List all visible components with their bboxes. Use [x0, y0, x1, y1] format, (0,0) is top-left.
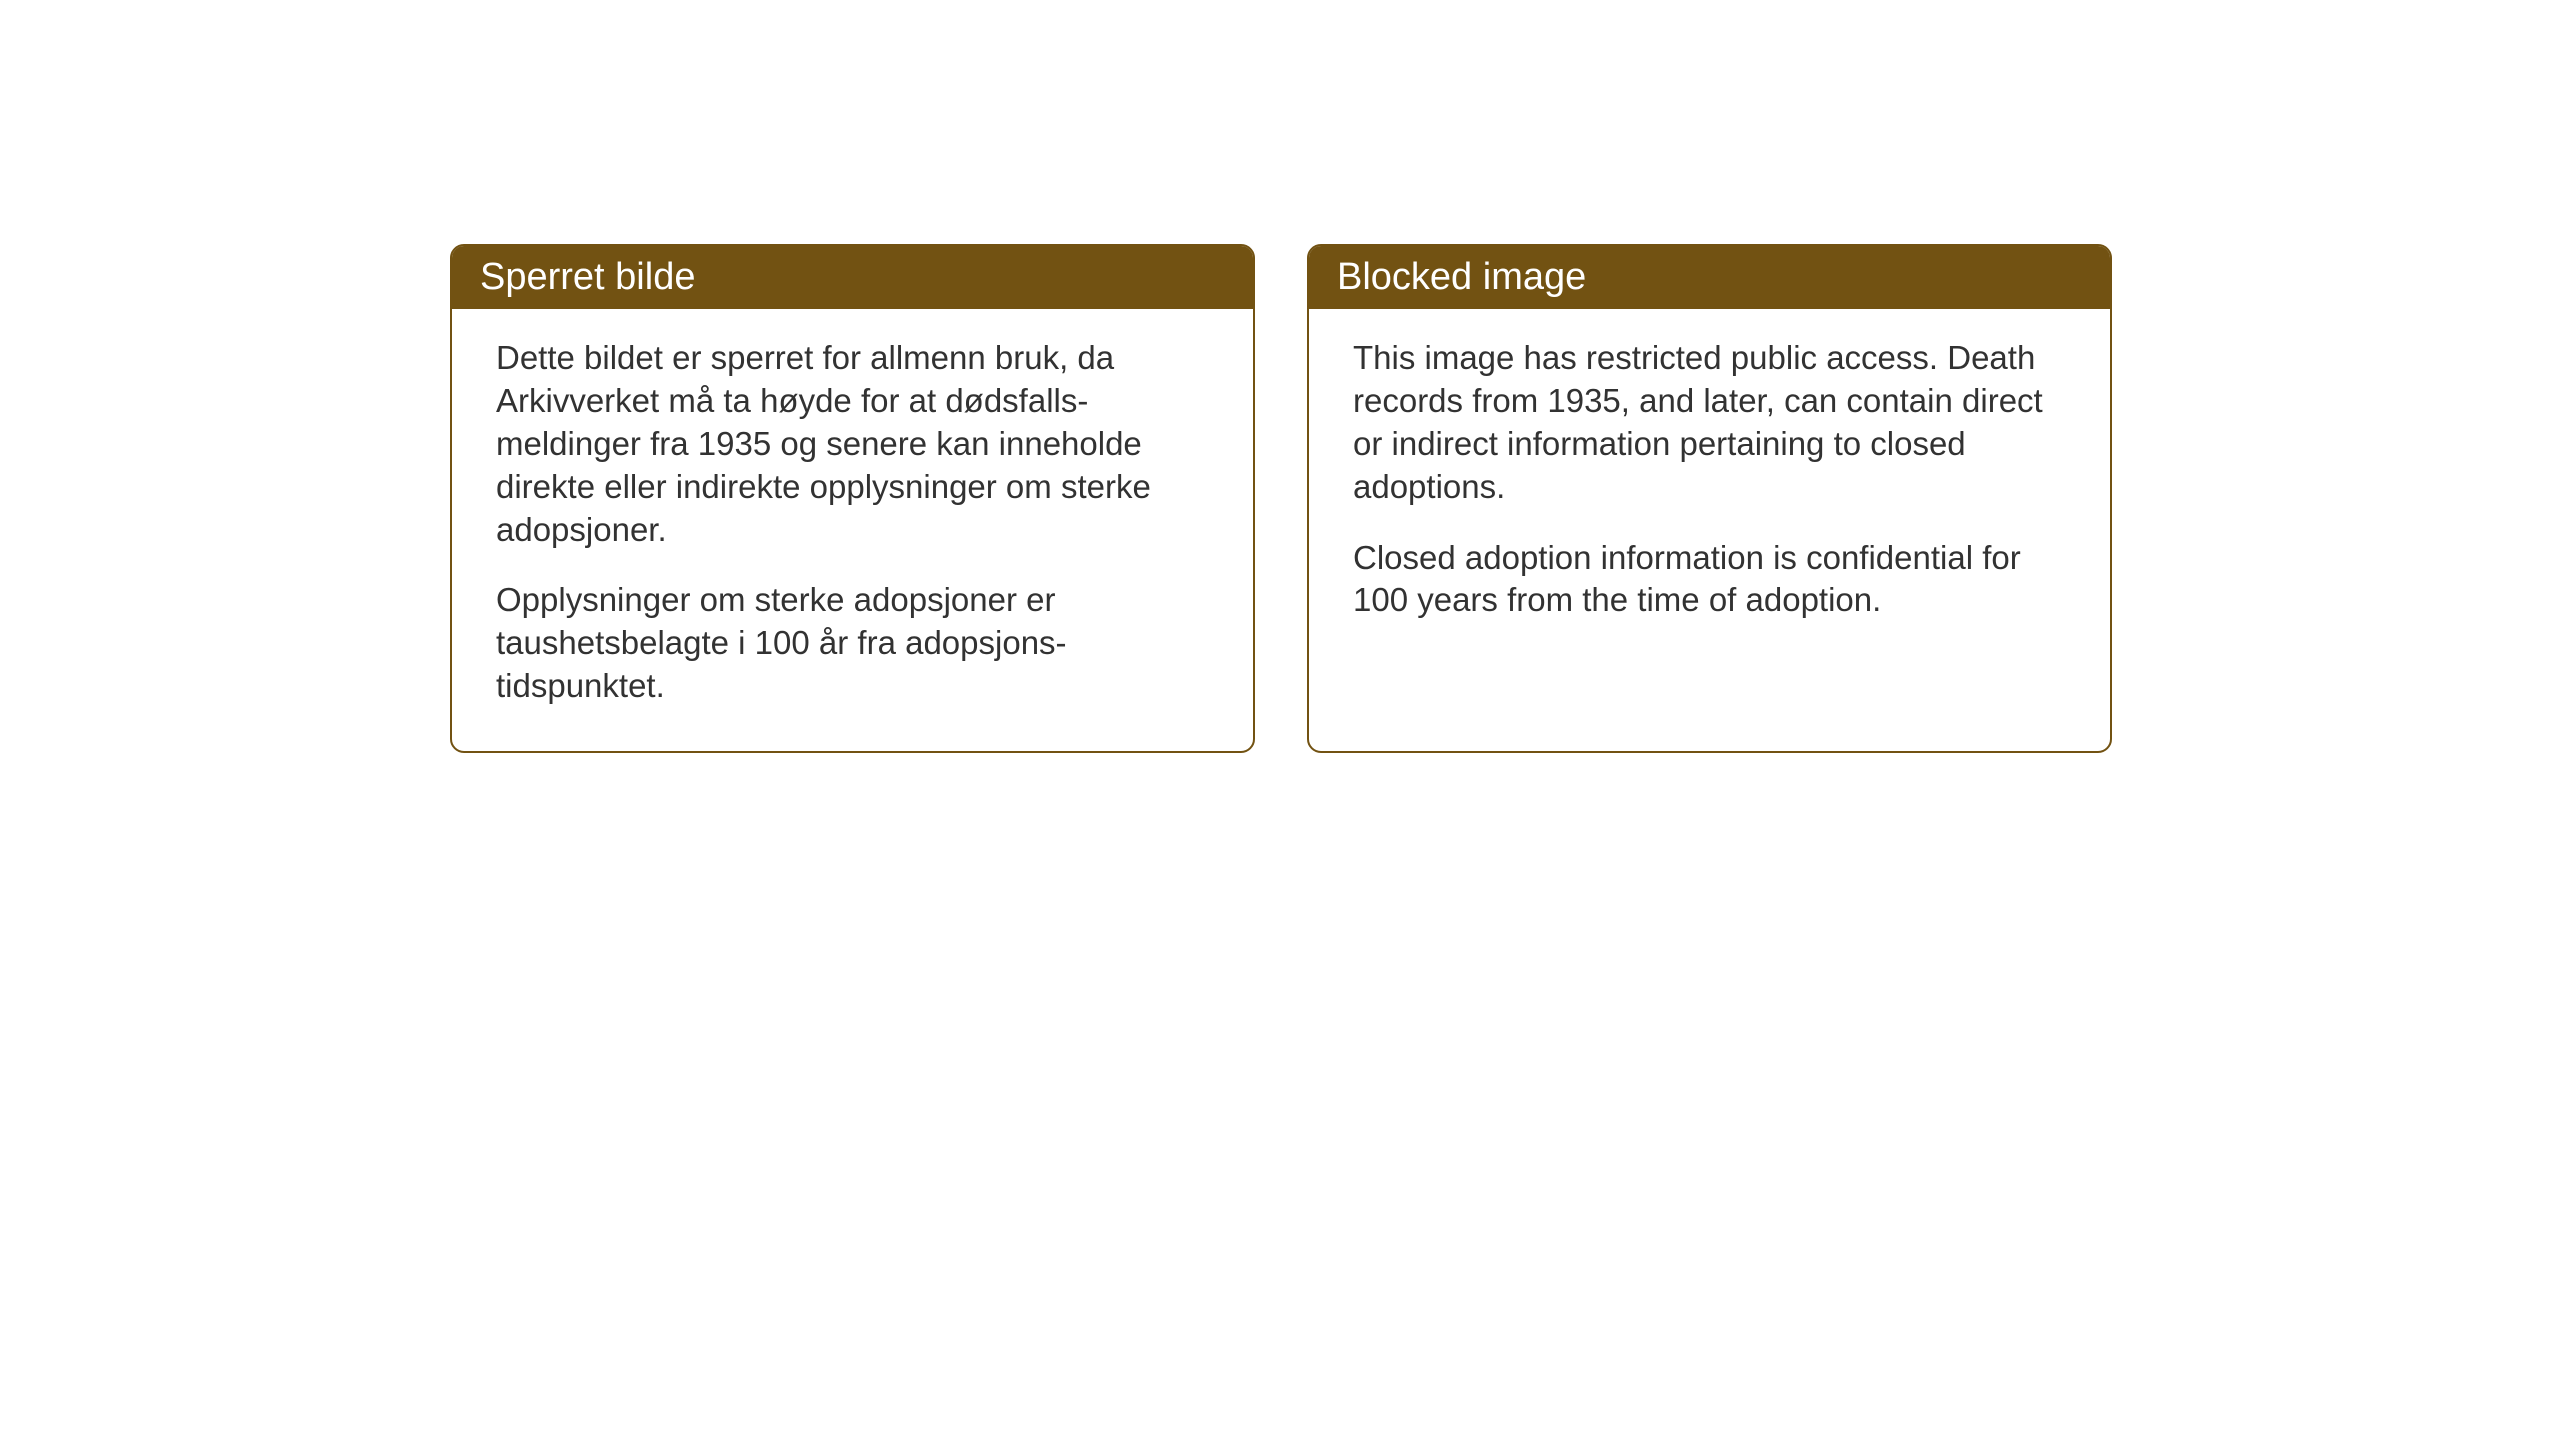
- card-header-norwegian: Sperret bilde: [452, 246, 1253, 309]
- card-title-english: Blocked image: [1337, 256, 1586, 298]
- notice-card-english: Blocked image This image has restricted …: [1307, 244, 2112, 753]
- card-paragraph-english-2: Closed adoption information is confident…: [1353, 537, 2066, 623]
- card-header-english: Blocked image: [1309, 246, 2110, 309]
- notice-card-norwegian: Sperret bilde Dette bildet er sperret fo…: [450, 244, 1255, 753]
- card-paragraph-norwegian-1: Dette bildet er sperret for allmenn bruk…: [496, 337, 1209, 551]
- card-paragraph-english-1: This image has restricted public access.…: [1353, 337, 2066, 509]
- notice-container: Sperret bilde Dette bildet er sperret fo…: [450, 244, 2112, 753]
- card-title-norwegian: Sperret bilde: [480, 256, 695, 298]
- card-body-norwegian: Dette bildet er sperret for allmenn bruk…: [452, 309, 1253, 748]
- card-body-english: This image has restricted public access.…: [1309, 309, 2110, 662]
- card-paragraph-norwegian-2: Opplysninger om sterke adopsjoner er tau…: [496, 579, 1209, 708]
